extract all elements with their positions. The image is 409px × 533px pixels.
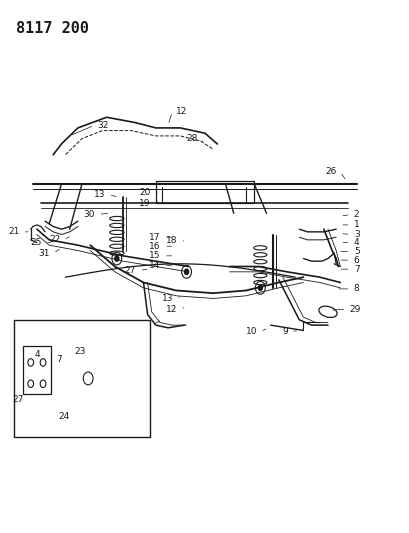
Text: 13: 13 bbox=[161, 294, 173, 303]
Text: 29: 29 bbox=[349, 305, 360, 313]
Text: 7: 7 bbox=[56, 356, 62, 364]
Text: 15: 15 bbox=[149, 252, 160, 260]
Text: 4: 4 bbox=[34, 350, 40, 359]
Text: 9: 9 bbox=[281, 327, 287, 336]
Bar bbox=[155, 181, 254, 203]
Text: 5: 5 bbox=[353, 247, 359, 256]
Text: 18: 18 bbox=[165, 237, 177, 245]
Circle shape bbox=[184, 269, 188, 274]
Text: 19: 19 bbox=[139, 199, 150, 208]
Text: 7: 7 bbox=[353, 265, 359, 273]
Text: 12: 12 bbox=[175, 108, 187, 116]
Text: 21: 21 bbox=[8, 228, 19, 236]
Text: 26: 26 bbox=[325, 167, 336, 176]
Text: 11: 11 bbox=[137, 321, 148, 329]
Circle shape bbox=[258, 285, 262, 290]
Text: 10: 10 bbox=[245, 327, 256, 336]
Text: 8117 200: 8117 200 bbox=[16, 21, 89, 36]
Text: 8: 8 bbox=[353, 285, 359, 293]
Text: 31: 31 bbox=[38, 249, 50, 257]
Text: 16: 16 bbox=[149, 242, 160, 251]
Text: 3: 3 bbox=[353, 230, 359, 239]
Text: 27: 27 bbox=[13, 395, 24, 404]
Bar bbox=[22, 346, 51, 394]
Text: 12: 12 bbox=[165, 305, 177, 313]
Text: 14: 14 bbox=[149, 261, 160, 270]
Text: 4: 4 bbox=[353, 238, 359, 247]
Text: 6: 6 bbox=[353, 256, 359, 264]
Circle shape bbox=[115, 256, 119, 261]
Text: 28: 28 bbox=[186, 134, 197, 143]
Text: 23: 23 bbox=[74, 348, 85, 356]
Text: 25: 25 bbox=[30, 238, 42, 247]
Bar bbox=[14, 320, 149, 437]
Text: 17: 17 bbox=[149, 233, 160, 241]
Text: 20: 20 bbox=[139, 189, 150, 197]
Text: 13: 13 bbox=[94, 190, 105, 199]
Text: 30: 30 bbox=[83, 210, 95, 219]
Text: 24: 24 bbox=[58, 413, 69, 421]
Text: 32: 32 bbox=[97, 121, 109, 130]
Text: 1: 1 bbox=[353, 221, 359, 229]
Text: 27: 27 bbox=[124, 266, 136, 274]
Text: 2: 2 bbox=[353, 211, 359, 219]
Text: 22: 22 bbox=[49, 236, 60, 244]
